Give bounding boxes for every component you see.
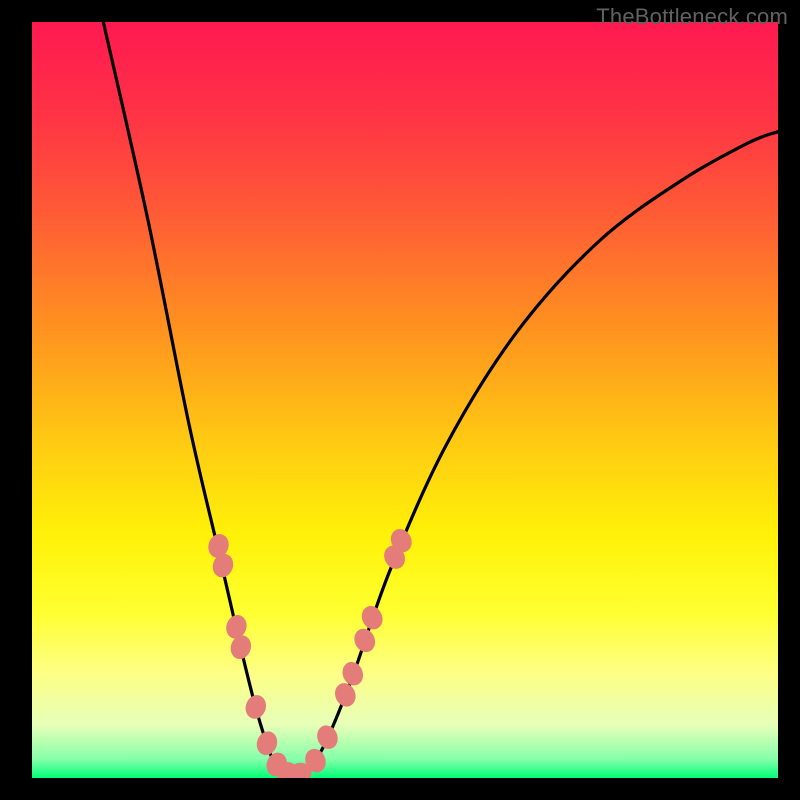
chart-frame: [778, 0, 800, 800]
chart-frame: [0, 778, 800, 800]
plot-gradient-background: [32, 22, 778, 778]
watermark: TheBottleneck.com: [596, 4, 788, 30]
chart-frame: [0, 0, 32, 800]
